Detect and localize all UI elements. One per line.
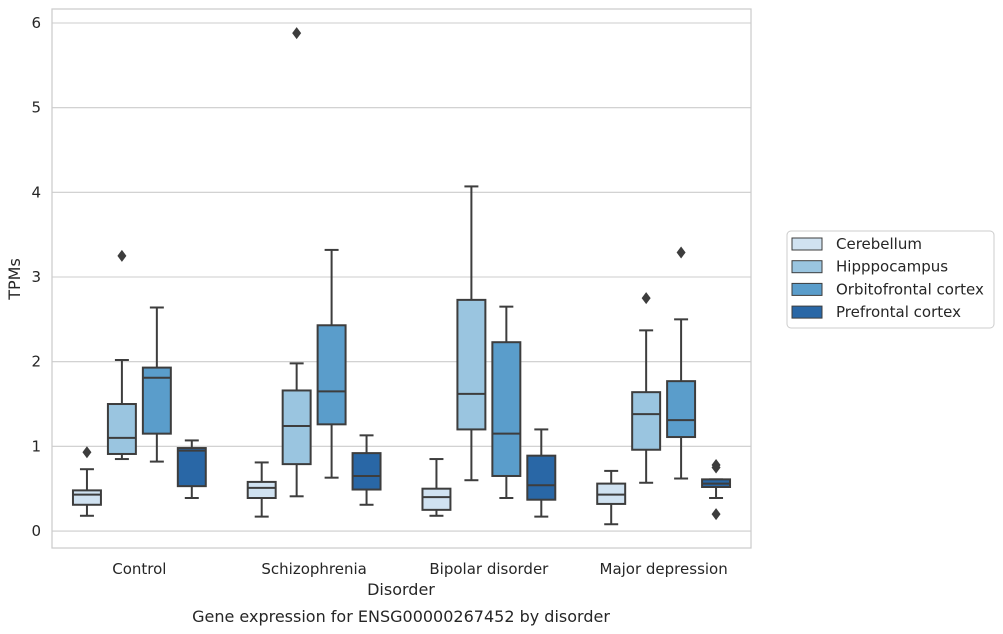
- iqr-box: [246, 480, 277, 499]
- legend-label: Prefrontal cortex: [836, 303, 961, 321]
- iqr-box: [71, 489, 102, 506]
- outlier-point: [711, 458, 721, 471]
- box-prefrontal-cortex: [526, 428, 557, 518]
- legend-swatch: [791, 237, 823, 251]
- x-tick-label: Control: [112, 560, 166, 578]
- box-cerebellum: [71, 446, 102, 517]
- y-axis-label: TPMs: [5, 258, 24, 301]
- box-hipppocampus: [631, 292, 662, 484]
- y-tick-label: 0: [31, 522, 41, 540]
- box-hipppocampus: [281, 27, 312, 498]
- box-hipppocampus: [106, 249, 137, 461]
- box-prefrontal-cortex: [176, 439, 207, 499]
- outlier-point: [292, 27, 302, 40]
- y-tick-label: 2: [31, 353, 41, 371]
- legend-frame: [786, 230, 995, 329]
- box-cerebellum: [421, 458, 452, 517]
- iqr-box: [176, 447, 207, 488]
- outlier-point: [676, 246, 686, 259]
- iqr-box: [526, 454, 557, 501]
- x-tick-label: Bipolar disorder: [429, 560, 549, 578]
- x-axis-label: Disorder: [367, 580, 435, 599]
- box-prefrontal-cortex: [351, 434, 382, 506]
- x-tick-label: Schizophrenia: [261, 560, 366, 578]
- y-tick-label: 5: [31, 99, 41, 117]
- y-tick-label: 3: [31, 268, 41, 286]
- box-orbitofrontal-cortex: [666, 246, 697, 480]
- legend-swatch: [791, 305, 823, 319]
- iqr-box: [316, 324, 347, 426]
- iqr-box: [666, 380, 697, 439]
- box-cerebellum: [596, 469, 627, 526]
- box-groups: [71, 27, 732, 526]
- box-orbitofrontal-cortex: [141, 306, 172, 463]
- gridlines: [52, 22, 751, 532]
- box-hipppocampus: [456, 185, 487, 482]
- outlier-point: [82, 446, 92, 459]
- plot-frame: [51, 8, 752, 549]
- figure-caption: Gene expression for ENSG00000267452 by d…: [192, 607, 610, 626]
- box-prefrontal-cortex: [701, 458, 732, 521]
- iqr-box: [491, 341, 522, 477]
- iqr-box: [631, 391, 662, 451]
- box-cerebellum: [246, 461, 277, 518]
- box-orbitofrontal-cortex: [491, 305, 522, 499]
- legend-label: Hipppocampus: [836, 258, 948, 276]
- y-tick-labels: 0 1 2 3 4 5 6: [31, 14, 41, 540]
- box-orbitofrontal-cortex: [316, 248, 347, 479]
- x-tick-label: Major depression: [600, 560, 728, 578]
- legend-swatch: [791, 260, 823, 274]
- y-tick-label: 6: [31, 14, 41, 32]
- iqr-box: [421, 487, 452, 511]
- iqr-box: [281, 389, 312, 466]
- outlier-point: [117, 249, 127, 262]
- x-tick-labels: Control Schizophrenia Bipolar disorder Majo…: [112, 560, 727, 578]
- outlier-point: [641, 292, 651, 305]
- iqr-box: [106, 403, 137, 455]
- legend: Cerebellum Hipppocampus Orbitofrontal cort…: [786, 230, 995, 329]
- iqr-box: [351, 452, 382, 491]
- y-tick-label: 4: [31, 183, 41, 201]
- y-tick-label: 1: [31, 437, 41, 455]
- legend-label: Cerebellum: [836, 235, 922, 253]
- legend-swatch: [791, 282, 823, 296]
- iqr-box: [456, 298, 487, 431]
- outlier-point: [711, 508, 721, 521]
- legend-label: Orbitofrontal cortex: [836, 280, 984, 298]
